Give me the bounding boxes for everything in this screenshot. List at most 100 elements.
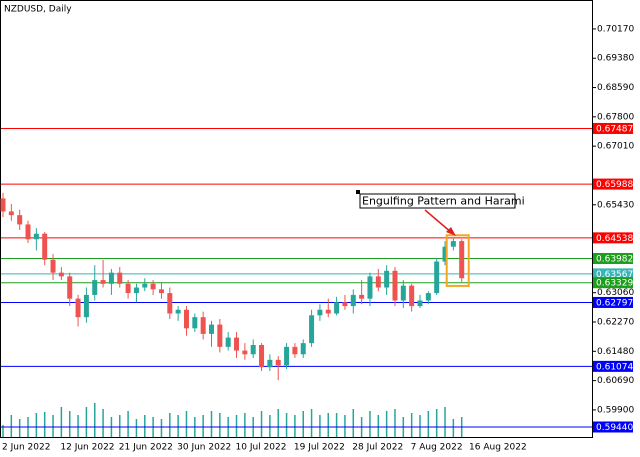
level-label-box — [593, 122, 633, 134]
candle-body — [342, 302, 348, 307]
candle-body — [425, 293, 431, 301]
y-tick-label: 0.70170 — [597, 24, 634, 34]
candle-body — [200, 317, 206, 334]
x-tick-label: 16 Aug 2022 — [469, 443, 527, 453]
y-tick-label: 0.62270 — [597, 318, 634, 328]
candle-body — [167, 293, 173, 314]
x-tick-label: 7 Aug 2022 — [411, 443, 463, 453]
candle-body — [108, 272, 114, 284]
candle-body — [58, 272, 64, 277]
candle-body — [175, 309, 181, 314]
candle-body — [67, 276, 73, 299]
annotation-arrowhead — [446, 227, 456, 236]
x-tick-label: 10 Jul 2022 — [236, 443, 287, 453]
level-label-box — [593, 252, 633, 264]
plot-frame — [0, 0, 593, 438]
candle-body — [392, 270, 398, 301]
candle-body — [133, 287, 139, 294]
candle-body — [284, 346, 290, 366]
candle-body — [350, 294, 356, 307]
annotation-arrow — [424, 209, 453, 234]
level-label: 0.64538 — [596, 234, 633, 244]
level-label: 0.67487 — [596, 124, 633, 134]
candle-body — [250, 345, 256, 355]
chart-title: NZDUSD, Daily — [4, 5, 72, 15]
candle-body — [367, 276, 373, 299]
y-tick-label: 0.61480 — [597, 347, 634, 357]
y-tick-label: 0.67010 — [597, 142, 634, 152]
candle-body — [309, 315, 315, 344]
annotation-box — [359, 193, 516, 209]
candle-body — [33, 233, 39, 240]
candle-body — [217, 324, 223, 347]
x-tick-label: 30 Jun 2022 — [177, 443, 231, 453]
y-tick-label: 0.63060 — [597, 288, 634, 298]
candle-body — [234, 337, 240, 351]
candle-body — [183, 309, 189, 329]
candle-body — [100, 280, 106, 284]
candle-body — [434, 261, 440, 294]
candle-body — [150, 283, 156, 290]
candle-body — [117, 272, 123, 284]
candle-body — [375, 276, 381, 288]
candle-body — [317, 309, 323, 316]
candle-body — [417, 300, 423, 307]
x-tick-label: 2 Jun 2022 — [2, 443, 50, 453]
candle-body — [192, 317, 198, 329]
candle-body — [334, 302, 340, 314]
x-tick-label: 28 Jul 2022 — [352, 443, 403, 453]
y-tick-label: 0.65430 — [597, 200, 634, 210]
level-label-box — [593, 360, 633, 372]
candle-body — [409, 285, 415, 307]
candle-body — [17, 215, 23, 225]
y-tick-label: 0.60690 — [597, 376, 634, 386]
candle-body — [125, 283, 131, 294]
level-label-box — [593, 296, 633, 308]
y-tick-label: 0.68590 — [597, 83, 634, 93]
candle-body — [83, 294, 89, 318]
candle-body — [459, 241, 465, 279]
candle-body — [275, 359, 281, 366]
level-label-box — [593, 421, 633, 433]
x-tick-label: 19 Jul 2022 — [294, 443, 345, 453]
candle-body — [42, 233, 48, 260]
annotation-text: Engulfing Pattern and Harami — [362, 195, 525, 208]
candle-body — [158, 289, 164, 294]
candle-body — [359, 294, 365, 299]
candle-body — [300, 343, 306, 355]
candle-body — [400, 285, 406, 301]
x-tick-label: 21 Jun 2022 — [119, 443, 173, 453]
annotation-anchor — [356, 190, 360, 194]
level-label: 0.63567 — [596, 270, 633, 280]
level-label: 0.62797 — [596, 298, 633, 308]
candle-body — [75, 298, 81, 318]
candle-body — [442, 246, 448, 262]
candle-body — [8, 211, 14, 216]
candle-body — [325, 309, 331, 314]
level-label: 0.59440 — [596, 423, 633, 433]
candle-body — [92, 280, 98, 295]
candle-body — [50, 259, 56, 273]
y-tick-label: 0.69380 — [597, 54, 634, 64]
level-label: 0.65988 — [596, 180, 633, 190]
level-label-box — [593, 232, 633, 244]
candle-body — [450, 241, 456, 247]
x-tick-label: 12 Jun 2022 — [60, 443, 114, 453]
candle-body — [225, 337, 231, 347]
y-tick-label: 0.59900 — [597, 405, 634, 415]
level-label: 0.61074 — [596, 362, 633, 372]
pattern-highlight — [445, 234, 470, 287]
candle-body — [25, 224, 31, 240]
candle-body — [384, 270, 390, 288]
candle-body — [209, 324, 214, 334]
level-label: 0.63329 — [596, 279, 633, 289]
level-label-box — [593, 268, 633, 280]
candle-body — [259, 345, 265, 368]
candle-body — [142, 283, 148, 288]
level-label-box — [593, 178, 633, 190]
candle-body — [0, 198, 6, 212]
y-tick-label: 0.67800 — [597, 112, 634, 122]
candle-body — [292, 346, 298, 355]
candle-body — [267, 359, 273, 368]
